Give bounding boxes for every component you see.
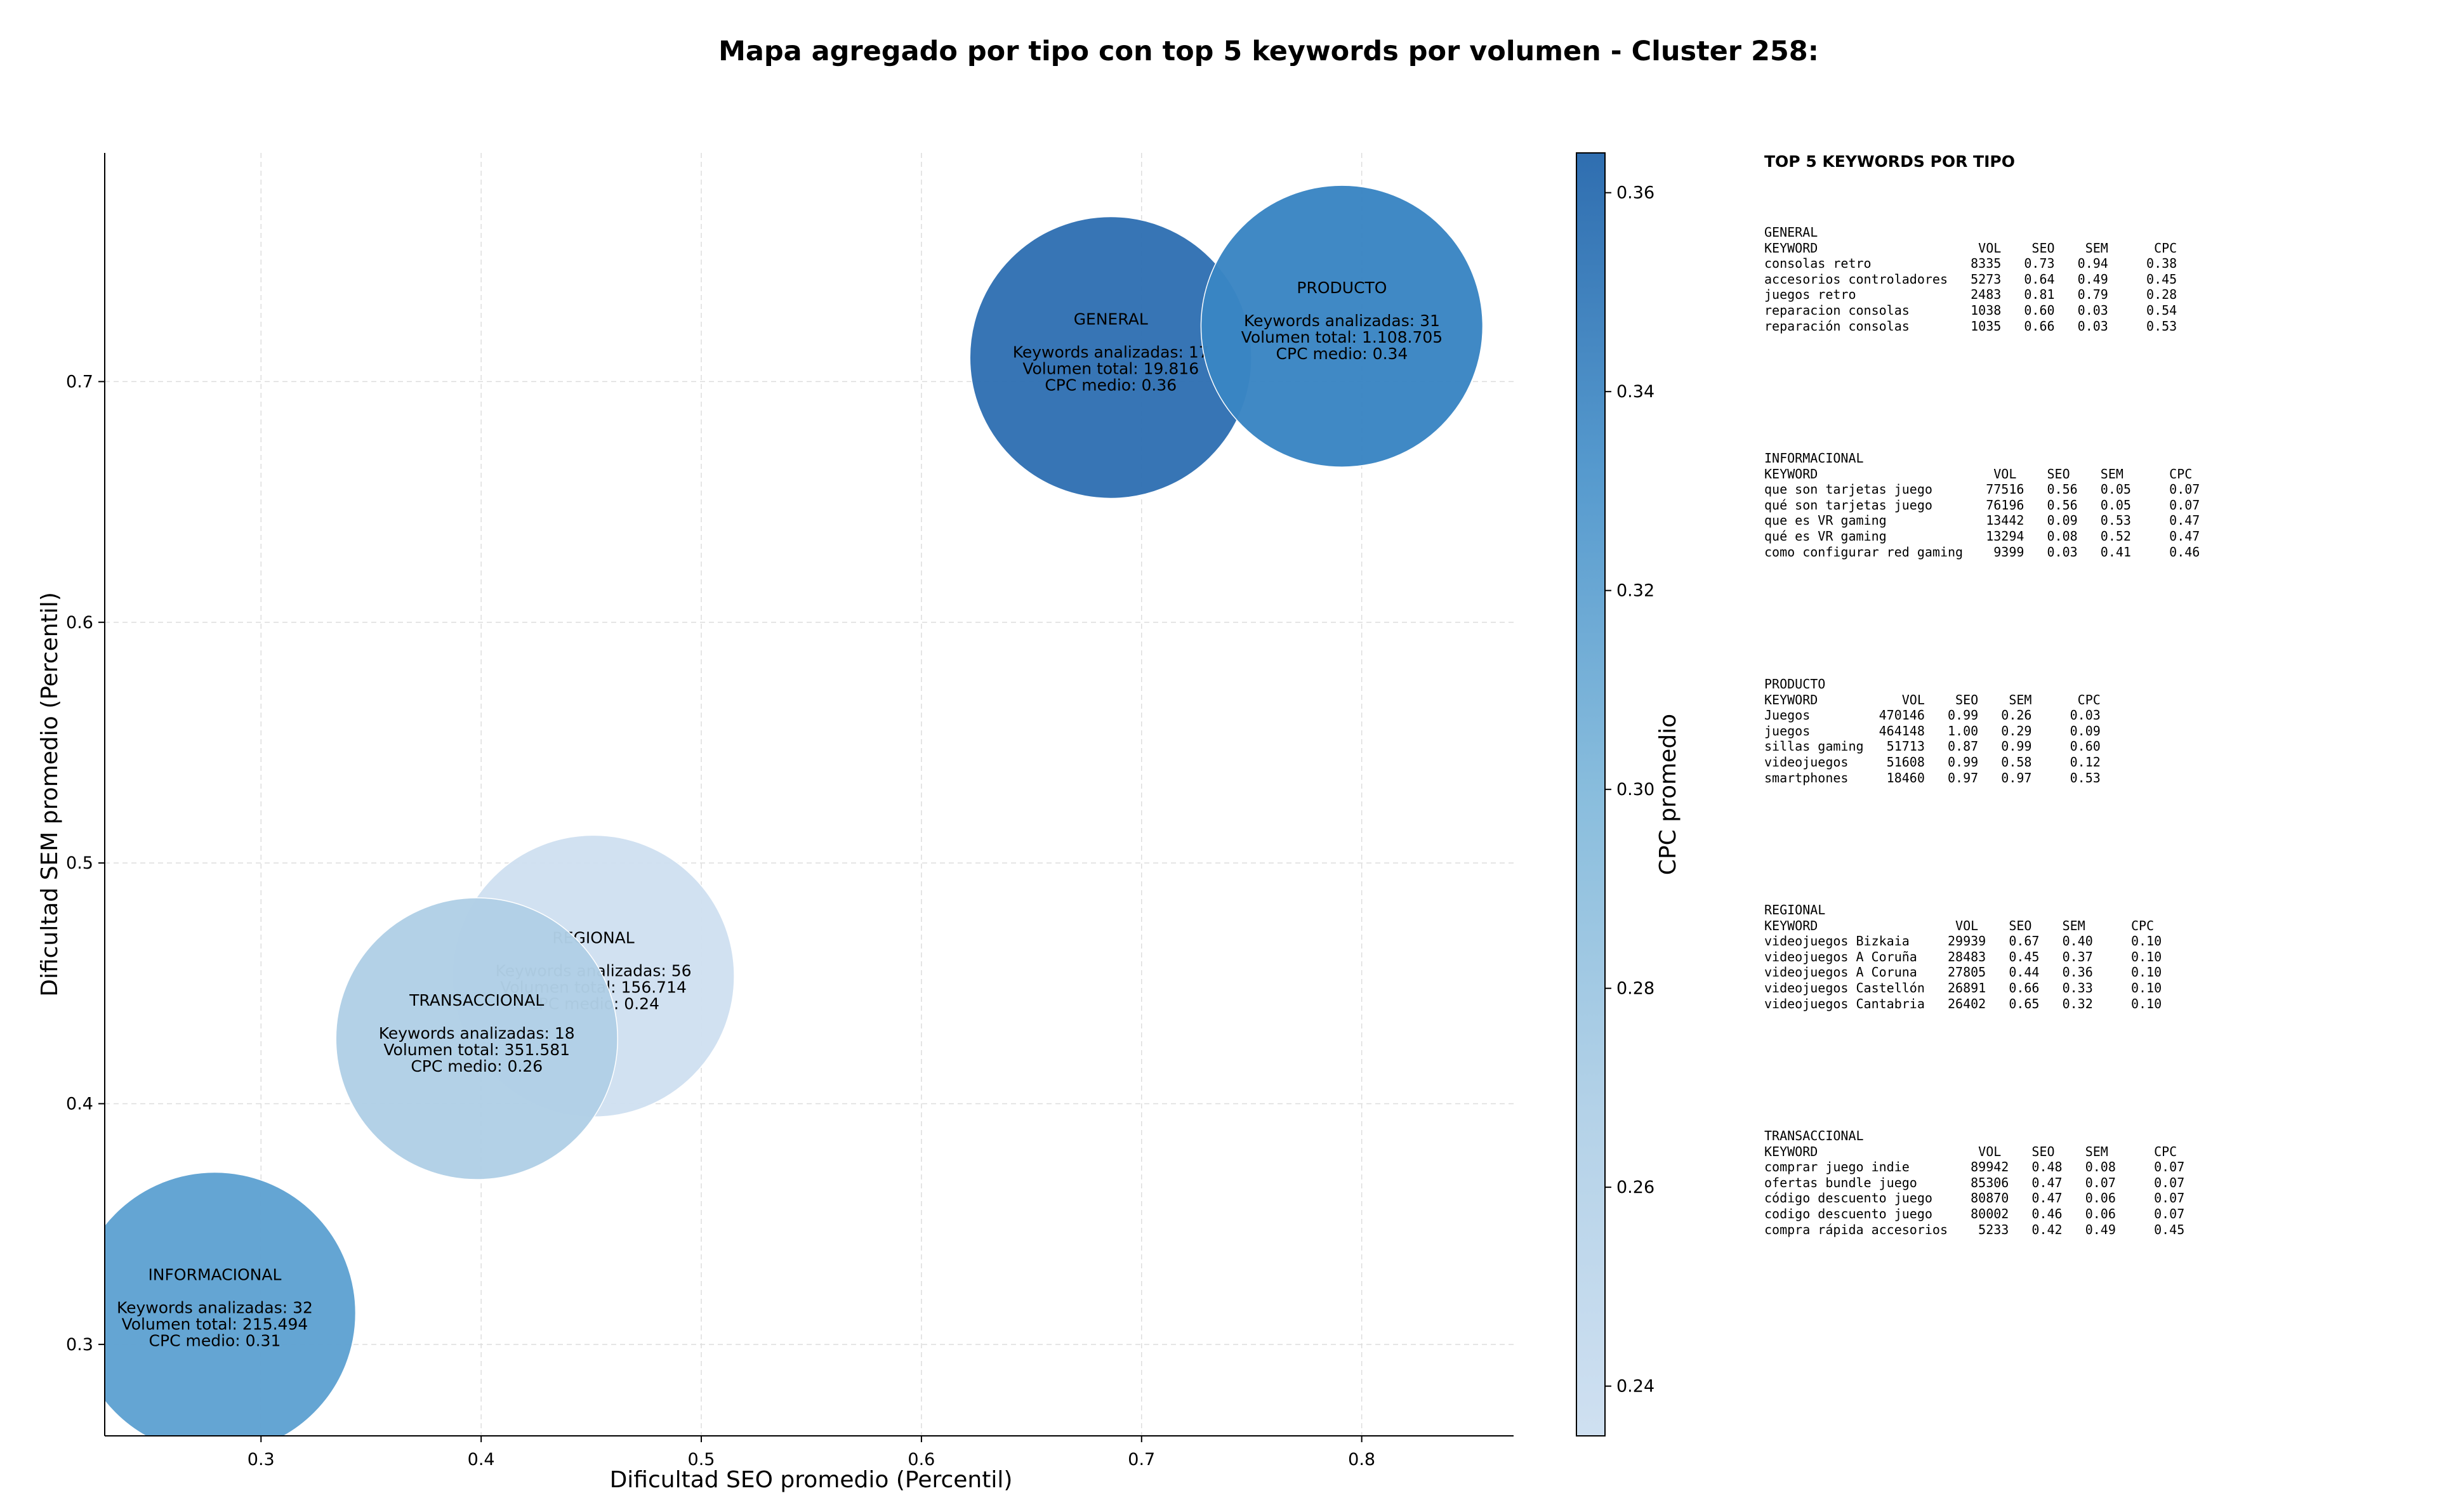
chart-title: Mapa agregado por tipo con top 5 keyword…	[718, 36, 1819, 67]
bubble-informacional	[105, 1171, 357, 1436]
colorbar-tick-label: 0.34	[1616, 382, 1654, 402]
colorbar-tick-label: 0.32	[1616, 581, 1654, 601]
x-tick-label: 0.7	[1128, 1450, 1155, 1469]
bubble-annotation-transaccional: CPC medio: 0.26	[411, 1057, 543, 1075]
x-axis-label: Dificultad SEO promedio (Percentil)	[610, 1467, 1013, 1493]
bubble-annotation-transaccional: Keywords analizadas: 18	[379, 1024, 575, 1042]
bubble-label-informacional: INFORMACIONAL	[148, 1266, 281, 1284]
keyword-block-informacional: INFORMACIONAL KEYWORD VOL SEO SEM CPC qu…	[1764, 450, 2424, 676]
colorbar-ticks: 0.24 0.26 0.28 0.30 0.32 0.34 0.36	[1605, 183, 1654, 1397]
bubble-producto	[1200, 185, 1484, 468]
y-tick-label: 0.6	[66, 613, 93, 633]
keyword-block-general: GENERAL KEYWORD VOL SEO SEM CPC consolas…	[1764, 225, 2424, 450]
bubble-transaccional	[335, 897, 618, 1180]
ticks: 0.3 0.4 0.5 0.6 0.7 0.8 0.3 0.4 0.5 0.6 0.7	[66, 372, 1375, 1469]
keyword-block-transaccional: TRANSACCIONAL KEYWORD VOL SEO SEM CPC co…	[1764, 1128, 2424, 1354]
bubble-label-producto: PRODUCTO	[1297, 279, 1387, 297]
colorbar-tick-label: 0.26	[1616, 1178, 1654, 1197]
y-tick-label: 0.4	[66, 1094, 93, 1114]
bubble-label-transaccional: TRANSACCIONAL	[409, 991, 544, 1009]
keyword-panel-title: TOP 5 KEYWORDS POR TIPO	[1764, 152, 2015, 171]
x-tick-label: 0.8	[1348, 1450, 1375, 1469]
keyword-panel: TOP 5 KEYWORDS POR TIPO GENERAL KEYWORD …	[1764, 152, 2424, 1354]
y-axis-label: Dificultad SEM promedio (Percentil)	[37, 592, 63, 997]
keyword-table-producto: PRODUCTO KEYWORD VOL SEO SEM CPC Juegos …	[1764, 676, 2101, 786]
bubble-annotation-producto: Keywords analizadas: 31	[1244, 312, 1440, 330]
bubble-annotation-general: Volumen total: 19.816	[1022, 359, 1199, 378]
x-tick-label: 0.4	[468, 1450, 495, 1469]
keyword-table-regional: REGIONAL KEYWORD VOL SEO SEM CPC videoju…	[1764, 902, 2162, 1011]
bubble-annotation-informacional: Volumen total: 215.494	[122, 1315, 308, 1334]
colorbar-gradient	[1576, 152, 1606, 1436]
colorbar-tick-label: 0.36	[1616, 183, 1654, 203]
axes	[104, 153, 1514, 1436]
colorbar-label: CPC promedio	[1655, 714, 1681, 875]
bubble-annotation-general: Keywords analizadas: 17	[1013, 343, 1209, 361]
colorbar-tick-label: 0.28	[1616, 979, 1654, 999]
colorbar-tick-label: 0.24	[1616, 1377, 1654, 1397]
colorbar: 0.24 0.26 0.28 0.30 0.32 0.34 0.36 CPC promedi…	[1576, 152, 1681, 1436]
y-tick-label: 0.7	[66, 372, 93, 391]
bubble-annotation-general: CPC medio: 0.36	[1045, 376, 1177, 394]
keyword-table-transaccional: TRANSACCIONAL KEYWORD VOL SEO SEM CPC co…	[1764, 1128, 2185, 1237]
keyword-table-general: GENERAL KEYWORD VOL SEO SEM CPC consolas…	[1764, 225, 2177, 334]
bubble-annotation-informacional: CPC medio: 0.31	[149, 1332, 281, 1350]
y-tick-label: 0.5	[66, 853, 93, 873]
bubble-annotation-producto: Volumen total: 1.108.705	[1241, 328, 1443, 346]
colorbar-tick-label: 0.30	[1616, 780, 1654, 799]
x-tick-label: 0.6	[908, 1450, 935, 1469]
keyword-block-producto: PRODUCTO KEYWORD VOL SEO SEM CPC Juegos …	[1764, 676, 2424, 902]
keyword-block-regional: REGIONAL KEYWORD VOL SEO SEM CPC videoju…	[1764, 902, 2424, 1128]
y-tick-label: 0.3	[66, 1335, 93, 1355]
bubble-annotation-informacional: Keywords analizadas: 32	[117, 1299, 313, 1317]
bubble-annotation-transaccional: Volumen total: 351.581	[383, 1041, 570, 1059]
bubble-label-general: GENERAL	[1074, 310, 1148, 328]
x-tick-label: 0.3	[248, 1450, 275, 1469]
keyword-table-informacional: INFORMACIONAL KEYWORD VOL SEO SEM CPC qu…	[1764, 450, 2200, 560]
x-tick-label: 0.5	[688, 1450, 715, 1469]
bubble-annotation-producto: CPC medio: 0.34	[1276, 345, 1408, 363]
